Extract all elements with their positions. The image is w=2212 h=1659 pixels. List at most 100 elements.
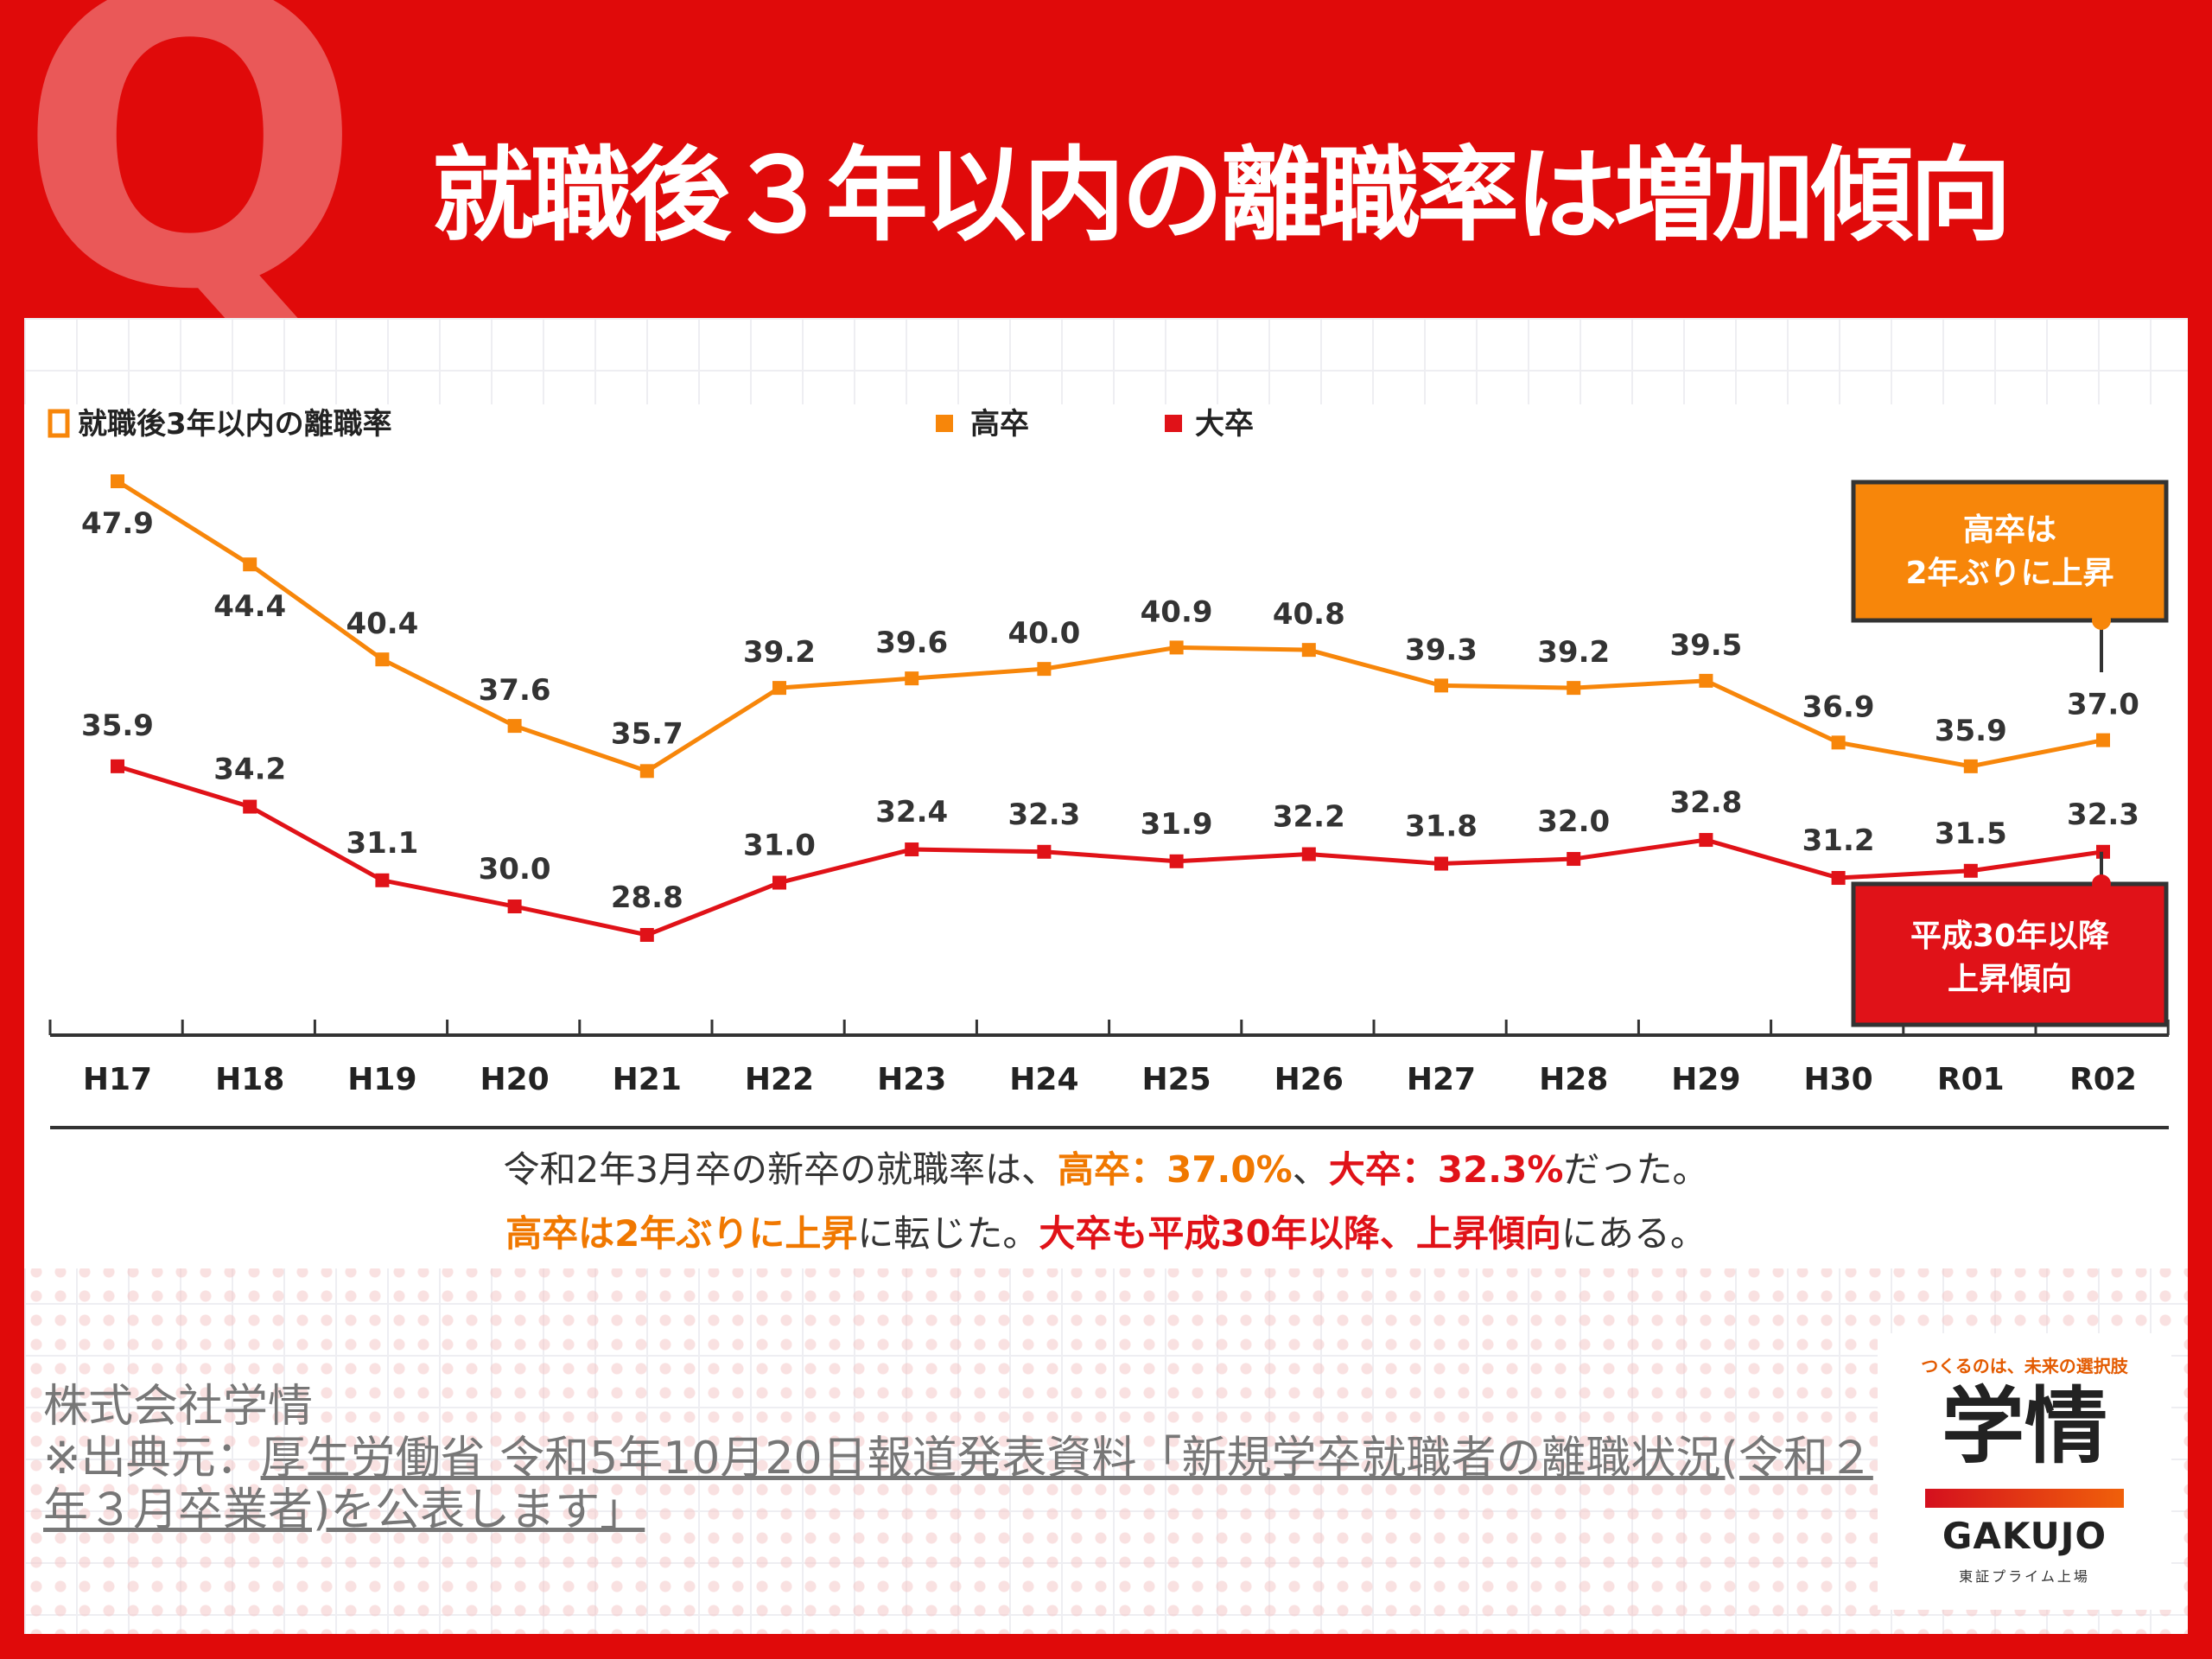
- data-point: [1963, 759, 1978, 773]
- logo-english: GAKUJO: [1942, 1515, 2107, 1557]
- line-chart: 就職後3年以内の離職率 高卒 大卒 47.9 44.4 40.4 37.6 35.7 39…: [48, 407, 2170, 1255]
- data-label: 35.9: [81, 709, 154, 743]
- chart-panel: 就職後3年以内の離職率 高卒 大卒 47.9 44.4 40.4 37.6 35.7 39…: [24, 318, 2188, 1634]
- source-company: 株式会社学情: [43, 1381, 314, 1433]
- chart-title: 就職後3年以内の離職率: [78, 407, 392, 442]
- callout-koukou-text: 2年ぶりに上昇: [1905, 556, 2113, 591]
- source-prefix: ※出典元：: [43, 1433, 261, 1484]
- legend-label-daisotsu: 大卒: [1195, 407, 1254, 442]
- series-line-daisotsu: [117, 764, 2104, 938]
- data-label: 31.2: [1802, 823, 1875, 858]
- data-label: 39.3: [1405, 632, 1478, 667]
- source-citation: 株式会社学情 ※出典元：厚生労働省 令和5年10月20日報道発表資料「新規学卒就…: [43, 1381, 1901, 1536]
- data-label: 31.8: [1405, 810, 1478, 844]
- legend-label-koukou: 高卒: [970, 407, 1029, 442]
- legend-swatch-koukou: [936, 415, 953, 432]
- data-point: [243, 557, 257, 572]
- data-label: 36.9: [1802, 690, 1875, 724]
- data-point: [375, 873, 390, 887]
- data-label: 35.7: [611, 716, 683, 751]
- summary-segment: に転じた。: [857, 1212, 1039, 1255]
- data-label: 31.0: [743, 829, 816, 863]
- data-label: 32.4: [875, 795, 948, 830]
- data-point: [639, 928, 654, 942]
- summary-line2: 高卒は2年ぶりに上昇に転じた。大卒も平成30年以降、上昇傾向にある。: [505, 1212, 1707, 1255]
- data-label: 39.6: [875, 626, 948, 660]
- x-tick-label: H23: [877, 1062, 946, 1097]
- callout-koukou-text: 高卒は: [1963, 512, 2056, 548]
- x-tick-label: H27: [1407, 1062, 1476, 1097]
- data-label: 32.3: [2067, 798, 2139, 832]
- x-tick-label: H24: [1009, 1062, 1078, 1097]
- data-point: [1567, 852, 1581, 867]
- data-point: [1963, 863, 1978, 878]
- data-point: [1699, 833, 1713, 848]
- data-label: 37.6: [479, 673, 551, 708]
- data-point: [111, 474, 124, 488]
- logo-subtitle: 東証プライム上場: [1959, 1568, 2090, 1585]
- data-point: [772, 681, 786, 696]
- page-title: 就職後３年以内の離職率は増加傾向: [432, 136, 2012, 255]
- callout-daisotsu-text: 平成30年以降: [1910, 918, 2109, 954]
- data-point: [1037, 844, 1052, 859]
- data-label: 39.2: [1537, 635, 1610, 670]
- x-tick-label: H29: [1671, 1062, 1740, 1097]
- summary-segment: 令和2年3月卒の新卒の就職率は、: [504, 1148, 1058, 1191]
- data-point: [1301, 847, 1316, 861]
- summary-line1: 令和2年3月卒の新卒の就職率は、高卒：37.0%、大卒：32.3%だった。: [504, 1148, 1709, 1191]
- summary-segment: 大卒も平成30年以降、上昇傾向: [1039, 1212, 1560, 1255]
- logo-tagline: つくるのは、未来の選択肢: [1921, 1356, 2128, 1376]
- x-tick-label: H30: [1803, 1062, 1872, 1097]
- summary-segment: だった。: [1563, 1148, 1708, 1191]
- data-point: [1169, 854, 1184, 868]
- data-label: 37.0: [2067, 688, 2139, 722]
- data-point: [375, 652, 390, 667]
- data-label: 40.8: [1273, 597, 1345, 632]
- data-point: [1567, 681, 1581, 696]
- summary-segment: 大卒：32.3%: [1329, 1148, 1564, 1191]
- data-point: [1301, 643, 1316, 658]
- source-reference: ※出典元：厚生労働省 令和5年10月20日報道発表資料「新規学卒就職者の離職状況…: [43, 1433, 1901, 1536]
- callout-daisotsu-box: [1851, 881, 2169, 1027]
- q-letter-decoration: Q: [17, 0, 363, 378]
- data-label: 40.0: [1007, 616, 1080, 651]
- data-label: 32.3: [1007, 798, 1080, 832]
- chart-area-background: [24, 404, 2188, 1268]
- x-tick-label: H26: [1274, 1062, 1344, 1097]
- data-label: 31.9: [1141, 807, 1213, 842]
- summary-segment: にある。: [1561, 1212, 1707, 1255]
- x-tick-label: H20: [480, 1062, 549, 1097]
- data-label: 34.2: [213, 753, 286, 787]
- x-tick-label: H28: [1539, 1062, 1608, 1097]
- data-label: 40.4: [346, 607, 418, 641]
- dot-pattern: [24, 1260, 2188, 1634]
- data-label: 30.0: [479, 852, 551, 887]
- callout-daisotsu-text: 上昇傾向: [1948, 962, 2072, 997]
- x-tick-label: R01: [1937, 1062, 2005, 1097]
- callout-koukou-box: [1851, 480, 2169, 623]
- gakujo-logo: つくるのは、未来の選択肢 学情 GAKUJO 東証プライム上場: [1878, 1333, 2171, 1610]
- data-point: [1831, 735, 1846, 750]
- x-tick-label: H21: [613, 1062, 682, 1097]
- data-point: [905, 842, 919, 857]
- data-point: [243, 799, 257, 814]
- logo-gradient-bar: [1925, 1489, 2124, 1508]
- callout-koukou-dot: [2092, 611, 2111, 630]
- data-point: [1037, 662, 1052, 677]
- summary-segment: 、: [1293, 1148, 1329, 1191]
- x-tick-label: R02: [2069, 1062, 2137, 1097]
- data-label: 32.2: [1273, 800, 1345, 835]
- data-point: [772, 875, 786, 890]
- series-line-koukou: [116, 479, 2104, 774]
- data-point: [507, 899, 522, 914]
- source-link[interactable]: 厚生労働省 令和5年10月20日報道発表資料「新規学卒就職者の離職状況(令和２年…: [43, 1433, 1873, 1536]
- x-tick-label: H17: [83, 1062, 152, 1097]
- data-point: [1434, 678, 1448, 693]
- x-tick-label: H18: [215, 1062, 284, 1097]
- data-point: [2096, 733, 2110, 747]
- legend-swatch-daisotsu: [1165, 415, 1182, 432]
- chart-title-marker: [48, 409, 70, 438]
- data-label: 35.9: [1935, 714, 2007, 748]
- data-point: [1699, 673, 1713, 688]
